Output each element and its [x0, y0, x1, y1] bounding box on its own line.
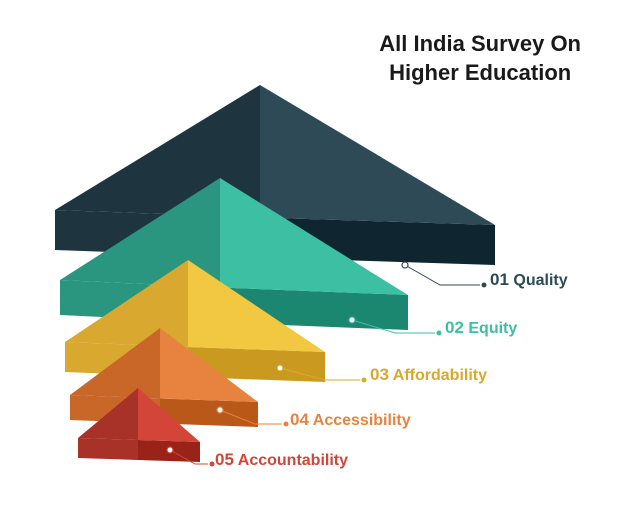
layer-number: 04	[290, 410, 309, 429]
pyramid-face-right	[260, 85, 495, 225]
leader-dot-start-05	[167, 447, 173, 453]
pyramid-stack	[0, 0, 641, 514]
layer-number: 01	[490, 270, 509, 289]
layer-text: Accessibility	[313, 412, 411, 429]
leader-dot-end-04	[284, 422, 289, 427]
layer-text: Accountability	[238, 452, 348, 469]
leader-dot-start-03	[277, 365, 283, 371]
layer-label-03: 03 Affordability	[370, 365, 487, 385]
leader-dot-start-02	[349, 317, 355, 323]
leader-dot-end-03	[362, 378, 367, 383]
layer-label-02: 02 Equity	[445, 318, 517, 338]
leader-line-01	[405, 265, 480, 285]
layer-text: Equity	[468, 320, 517, 337]
layer-label-05: 05 Accountability	[215, 450, 348, 470]
layer-label-04: 04 Accessibility	[290, 410, 411, 430]
leader-dot-end-01	[482, 283, 487, 288]
leader-dot-start-04	[217, 407, 223, 413]
layer-number: 05	[215, 450, 234, 469]
leader-dot-end-02	[437, 331, 442, 336]
leader-dot-end-05	[210, 462, 215, 467]
layer-label-01: 01 Quality	[490, 270, 568, 290]
leader-dot-start-01	[402, 262, 408, 268]
layer-number: 02	[445, 318, 464, 337]
layer-number: 03	[370, 365, 389, 384]
layer-text: Quality	[513, 272, 567, 289]
pyramid-extrude-left	[78, 438, 138, 460]
layer-text: Affordability	[393, 367, 487, 384]
